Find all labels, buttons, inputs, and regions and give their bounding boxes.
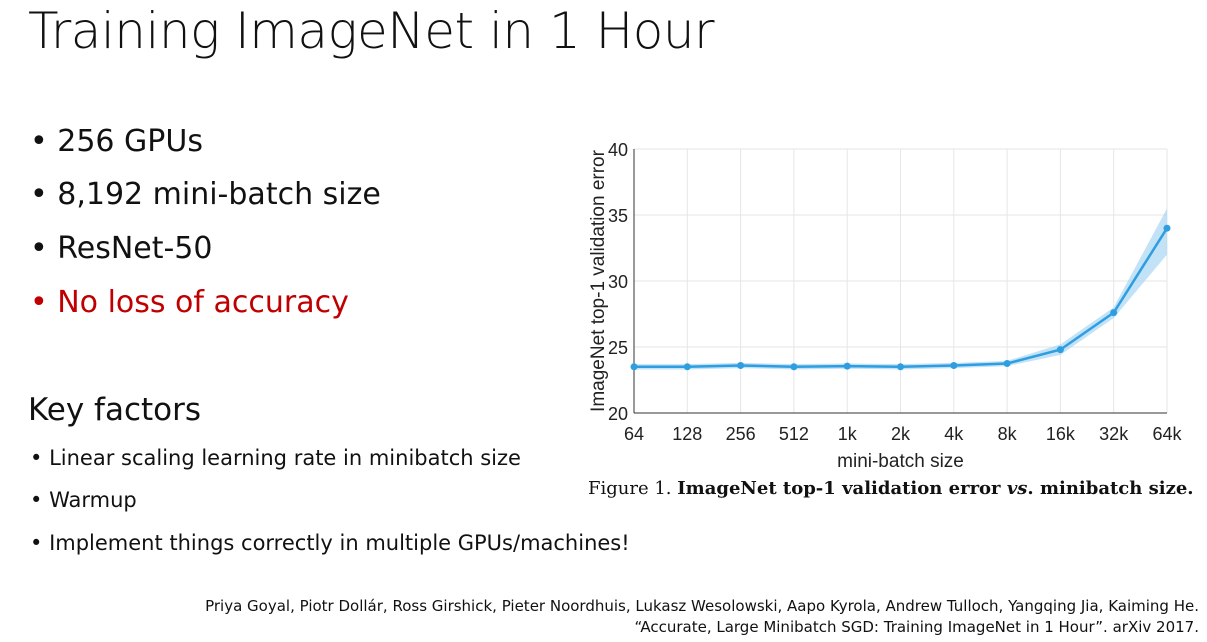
caption-italic: vs bbox=[1006, 478, 1028, 499]
data-point bbox=[630, 363, 638, 371]
line-chart: 64 128 256 512 1k 2k 4k 8k 16k 32k 64k 20 25 30 35 40 mi… bbox=[588, 140, 1183, 472]
data-point bbox=[1003, 360, 1011, 367]
y-tick-label: 25 bbox=[608, 338, 628, 358]
x-tick-label: 16k bbox=[1046, 424, 1076, 444]
footer-citation: “Accurate, Large Minibatch SGD: Training… bbox=[634, 618, 1199, 636]
x-tick-label: 256 bbox=[726, 424, 756, 444]
slide-title: Training ImageNet in 1 Hour bbox=[28, 2, 715, 60]
bullet-batch-size: 8,192 mini-batch size bbox=[30, 177, 381, 212]
caption-suffix: . minibatch size. bbox=[1027, 478, 1194, 499]
key-factor-item: Warmup bbox=[30, 488, 137, 512]
caption-bold: ImageNet top-1 validation error bbox=[677, 478, 1007, 499]
bullet-model: ResNet-50 bbox=[30, 231, 212, 266]
x-axis-label: mini-batch size bbox=[837, 451, 964, 472]
data-point bbox=[790, 363, 798, 371]
y-tick-label: 20 bbox=[608, 404, 628, 424]
data-point bbox=[737, 361, 745, 369]
data-point bbox=[843, 362, 851, 370]
x-tick-label: 2k bbox=[891, 424, 911, 444]
data-point bbox=[897, 363, 904, 371]
data-point bbox=[1163, 224, 1171, 232]
y-tick-label: 40 bbox=[608, 140, 628, 160]
key-factor-item: Implement things correctly in multiple G… bbox=[30, 531, 630, 555]
key-factor-item: Linear scaling learning rate in minibatc… bbox=[30, 446, 521, 470]
data-point bbox=[950, 361, 958, 369]
bullet-gpus: 256 GPUs bbox=[30, 124, 203, 159]
bullet-accuracy: No loss of accuracy bbox=[30, 285, 349, 320]
x-tick-label: 128 bbox=[672, 424, 702, 444]
x-tick-label: 4k bbox=[944, 424, 964, 444]
y-axis-label: ImageNet top-1 validation error bbox=[588, 149, 609, 412]
data-point bbox=[683, 363, 691, 371]
x-tick-label: 8k bbox=[998, 424, 1018, 444]
x-tick-label: 64 bbox=[624, 424, 644, 444]
figure-caption: Figure 1. ImageNet top-1 validation erro… bbox=[588, 478, 1194, 499]
x-tick-label: 64k bbox=[1152, 424, 1182, 444]
x-tick-label: 1k bbox=[838, 424, 858, 444]
key-factors-heading: Key factors bbox=[28, 392, 202, 428]
y-tick-label: 35 bbox=[608, 206, 628, 226]
footer-authors: Priya Goyal, Piotr Dollár, Ross Girshick… bbox=[205, 597, 1199, 615]
y-tick-label: 30 bbox=[608, 272, 628, 292]
data-point bbox=[1056, 346, 1064, 354]
caption-prefix: Figure 1. bbox=[588, 478, 678, 499]
data-point bbox=[1110, 309, 1118, 317]
x-tick-label: 512 bbox=[779, 424, 809, 444]
x-tick-label: 32k bbox=[1099, 424, 1129, 444]
